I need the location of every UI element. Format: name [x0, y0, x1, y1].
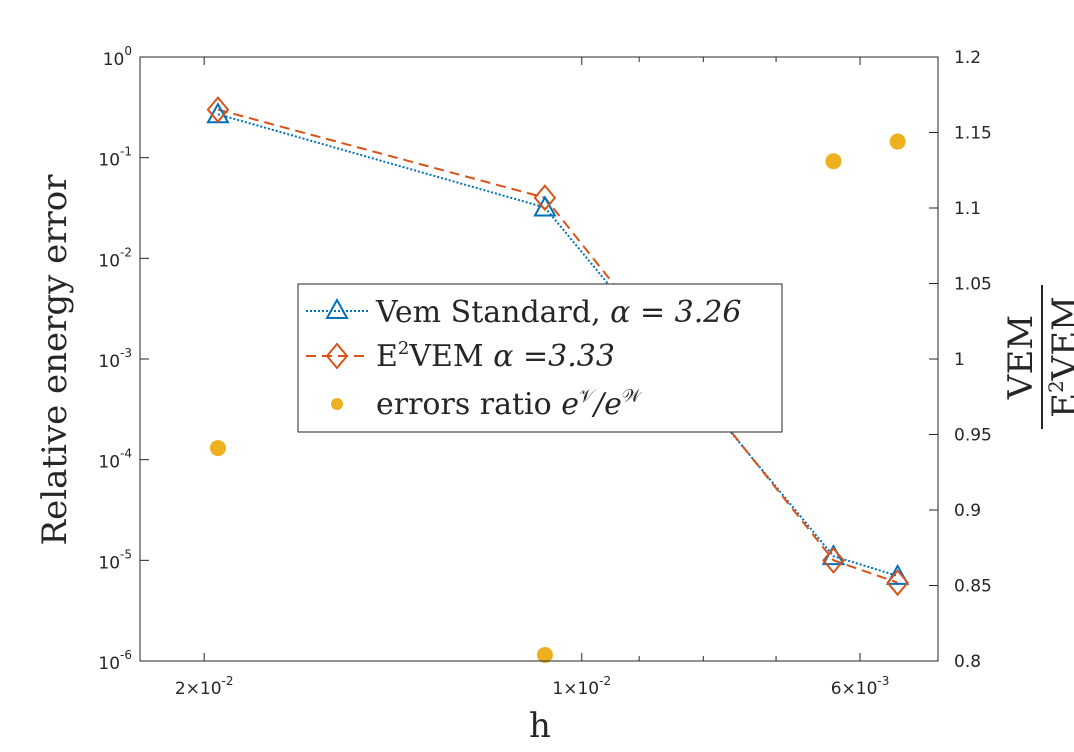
x-tick-label: 2×10-2 [175, 674, 234, 699]
y-right-tick-label: 0.95 [954, 426, 992, 446]
x-tick-label: 6×10-3 [831, 674, 890, 699]
y-left-tick-exp: -5 [120, 547, 132, 561]
y-left-tick-exp: -3 [120, 346, 132, 360]
legend-marker-vem-standard [325, 297, 349, 319]
data-point-errors-ratio [889, 133, 906, 150]
legend-e2vem-suffix: VEM [408, 339, 493, 374]
legend-e2vem-prefix: E [376, 339, 398, 374]
y-left-tick-base: 10 [98, 251, 120, 271]
right-label-den-prefix: E [1045, 393, 1074, 418]
y-left-tick-base: 10 [98, 553, 120, 573]
axis-ticks: 10-610-510-410-310-210-11000.80.850.90.9… [98, 44, 991, 699]
series-markers [206, 96, 910, 663]
x-tick-exp: -2 [599, 674, 611, 688]
legend-ratio-sup2: 𝒲 [622, 386, 643, 407]
x-tick-base: 1×10 [552, 679, 599, 699]
legend-vem-prefix: Vem Standard, [375, 295, 610, 330]
legend-ratio-e1: e [561, 387, 579, 422]
y-left-tick-label: 10-2 [98, 245, 132, 271]
y-left-tick-base: 10 [98, 352, 120, 372]
y-left-tick-label: 10-6 [98, 648, 132, 674]
legend-e2vem-alpha: α =3.33 [493, 339, 615, 374]
legend-vem-alpha: α = 3.26 [610, 295, 741, 330]
y-left-tick-base: 10 [98, 654, 120, 674]
right-label-den-sup: 2 [1044, 380, 1068, 393]
series-line-vem-standard [217, 113, 898, 577]
data-point-errors-ratio [209, 440, 226, 457]
legend: Vem Standard, α = 3.26 E2VEM α =3.33 err… [297, 283, 783, 433]
legend-ratio-mid: /e [591, 387, 622, 422]
data-point-errors-ratio [536, 646, 553, 663]
y-left-tick-label: 10-1 [98, 145, 132, 171]
data-point-e2vem [206, 96, 230, 124]
y-right-tick-label: 1.2 [954, 48, 981, 68]
y-left-tick-exp: 0 [124, 44, 132, 58]
y-right-tick-label: 0.8 [954, 652, 981, 672]
x-tick-exp: -2 [222, 674, 234, 688]
y-right-tick-label: 1.15 [954, 124, 992, 144]
y-right-tick-label: 1.1 [954, 199, 981, 219]
data-point-e2vem [822, 546, 845, 574]
legend-text-vem-standard: Vem Standard, α = 3.26 [375, 295, 741, 330]
right-label-numerator: VEM [1001, 315, 1041, 400]
y-left-tick-exp: -1 [120, 145, 132, 159]
x-axis-label: h [529, 706, 551, 746]
y-left-tick-exp: -2 [120, 245, 132, 259]
legend-ratio-sup1: 𝒱 [579, 386, 597, 407]
right-label-denominator: E2VEM [1044, 296, 1074, 418]
y-left-tick-label: 100 [103, 44, 132, 70]
data-point-errors-ratio [825, 153, 842, 170]
legend-marker-e2vem [325, 342, 349, 370]
data-point-vem-standard [533, 195, 557, 217]
y-left-tick-label: 10-3 [98, 346, 132, 372]
y-left-tick-base: 10 [98, 453, 120, 473]
x-tick-exp: -3 [877, 674, 889, 688]
legend-marker-errors-ratio [331, 398, 343, 410]
legend-box [297, 283, 783, 433]
y-right-tick-label: 1 [954, 350, 965, 370]
legend-e2vem-sup: 2 [398, 338, 409, 359]
y-left-tick-label: 10-5 [98, 547, 132, 573]
y-axis-label-left: Relative energy error [35, 174, 75, 546]
y-left-tick-label: 10-4 [98, 447, 132, 473]
right-label-den-suffix: VEM [1045, 296, 1074, 381]
y-left-tick-exp: -6 [120, 648, 132, 662]
y-left-tick-base: 10 [98, 151, 120, 171]
y-left-tick-base: 10 [103, 50, 125, 70]
data-point-vem-standard [885, 563, 910, 585]
data-point-e2vem [533, 184, 557, 212]
x-tick-base: 2×10 [175, 679, 222, 699]
legend-text-e2vem: E2VEM α =3.33 [376, 338, 615, 374]
y-left-tick-exp: -4 [120, 447, 132, 461]
series-lines [217, 108, 898, 584]
legend-ratio-prefix: errors ratio [376, 387, 561, 422]
y-right-tick-label: 1.05 [954, 275, 992, 295]
y-right-tick-label: 0.85 [954, 577, 992, 597]
x-tick-label: 1×10-2 [552, 674, 611, 699]
y-right-tick-label: 0.9 [954, 501, 981, 521]
y-axis-label-right: VEM E2VEM [1001, 285, 1074, 429]
legend-text-errors-ratio: errors ratio e𝒱/e𝒲 [376, 386, 643, 422]
x-tick-base: 6×10 [831, 679, 878, 699]
data-point-e2vem [886, 569, 909, 597]
series-line-e2vem [217, 108, 898, 584]
